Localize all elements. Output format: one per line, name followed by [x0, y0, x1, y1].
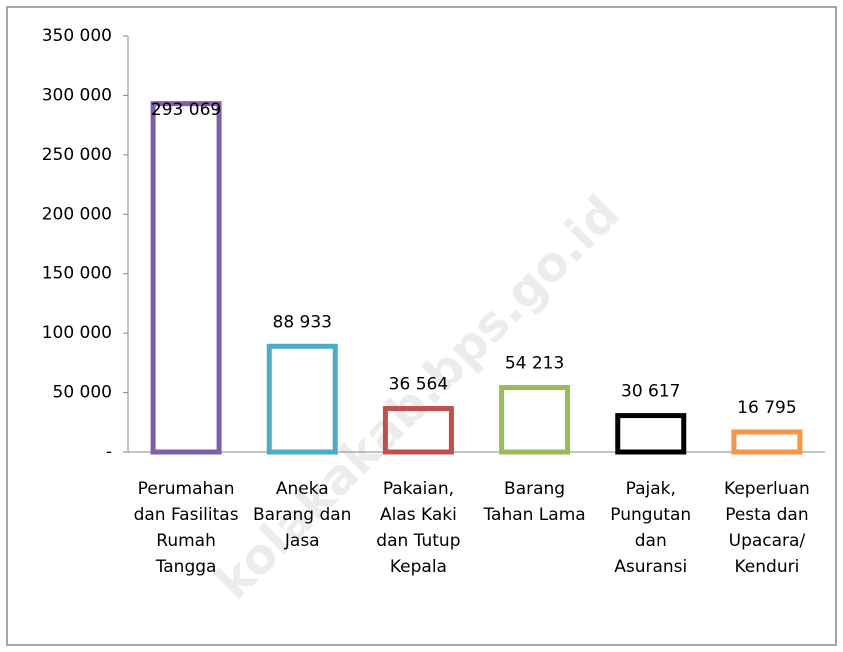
value-label: 16 795: [737, 398, 796, 418]
value-label: 88 933: [273, 312, 332, 332]
bar: [499, 385, 571, 455]
y-tick-label: -: [106, 442, 112, 462]
x-tick-label: Perumahan dan Fasilitas Rumah Tangga: [133, 479, 239, 577]
y-tick-label: 200 000: [42, 204, 112, 224]
value-label: 36 564: [389, 375, 448, 395]
y-tick-label: 250 000: [42, 145, 112, 165]
x-tick-label: Pakaian, Alas Kaki dan Tutup Kepala: [376, 479, 461, 577]
bar: [731, 429, 803, 455]
value-label: 293 069: [151, 100, 221, 120]
chart-frame: [6, 6, 837, 646]
bar: [150, 101, 222, 455]
value-label: 30 617: [621, 382, 680, 402]
y-tick-label: 100 000: [42, 323, 112, 343]
y-tick-label: 50 000: [53, 383, 112, 403]
x-tick-label: Aneka Barang dan Jasa: [253, 479, 352, 551]
value-label: 54 213: [505, 354, 564, 374]
x-tick-label: Pajak, Pungutan dan Asuransi: [610, 479, 692, 577]
bar: [382, 406, 454, 455]
x-tick-label: Keperluan Pesta dan Upacara/ Kenduri: [724, 479, 810, 577]
bar: [615, 413, 687, 455]
y-tick-label: 350 000: [42, 26, 112, 46]
y-tick-label: 150 000: [42, 264, 112, 284]
y-tick-label: 300 000: [42, 85, 112, 105]
bar: [266, 343, 338, 455]
x-tick-label: Barang Tahan Lama: [483, 479, 586, 525]
